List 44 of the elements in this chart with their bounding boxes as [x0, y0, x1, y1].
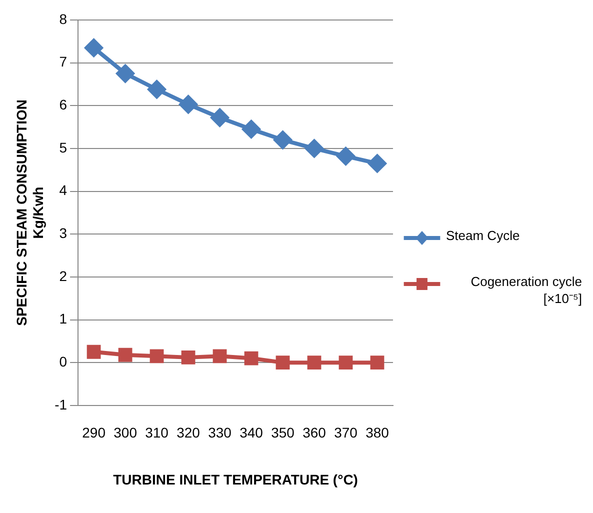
x-tick-label: 290: [82, 424, 106, 441]
x-tick-label: 330: [208, 424, 232, 441]
y-tick-label: 7: [59, 54, 68, 70]
point: [276, 356, 290, 370]
point: [116, 64, 134, 83]
y-tick-label: 0: [59, 353, 68, 370]
point: [150, 349, 164, 364]
point: [336, 147, 355, 166]
point: [210, 108, 229, 127]
y-tick-label: 1: [59, 310, 68, 327]
point: [338, 356, 353, 370]
x-tick-label: 370: [334, 424, 358, 441]
y-axis-title: SPECIFIC STEAM CONSUMPTION Kg/Kwh: [13, 100, 46, 326]
legend-label: Cogeneration cycle [×10⁻⁵]: [470, 274, 582, 307]
point: [242, 120, 260, 138]
y-tick-label: 2: [59, 268, 68, 284]
x-tick-label: 320: [176, 424, 200, 441]
x-tick-label: 360: [302, 424, 326, 441]
y-tick-label: 3: [59, 224, 68, 241]
point: [370, 356, 384, 370]
y-tick-label: 5: [59, 139, 68, 156]
point: [179, 95, 198, 114]
point: [305, 139, 324, 158]
y-tick-label: -1: [54, 396, 68, 412]
point: [212, 349, 227, 364]
legend-label: Steam Cycle: [446, 228, 520, 243]
point: [148, 80, 166, 98]
point: [368, 154, 386, 172]
point: [181, 350, 196, 364]
y-tick-label: 8: [59, 10, 68, 27]
point: [274, 130, 292, 149]
point: [307, 356, 322, 370]
x-tick-label: 350: [271, 424, 295, 441]
point: [84, 38, 103, 57]
point: [86, 344, 101, 359]
y-tick-label: 4: [59, 182, 68, 198]
point: [244, 351, 258, 366]
x-tick-label: 340: [240, 424, 264, 441]
x-axis-title: TURBINE INLET TEMPERATURE (°C): [113, 471, 358, 488]
x-tick-label: 380: [366, 424, 390, 441]
y-tick-label: 6: [59, 96, 68, 113]
point: [118, 348, 132, 362]
x-tick-label: 300: [114, 424, 138, 441]
x-tick-label: 310: [145, 424, 169, 441]
